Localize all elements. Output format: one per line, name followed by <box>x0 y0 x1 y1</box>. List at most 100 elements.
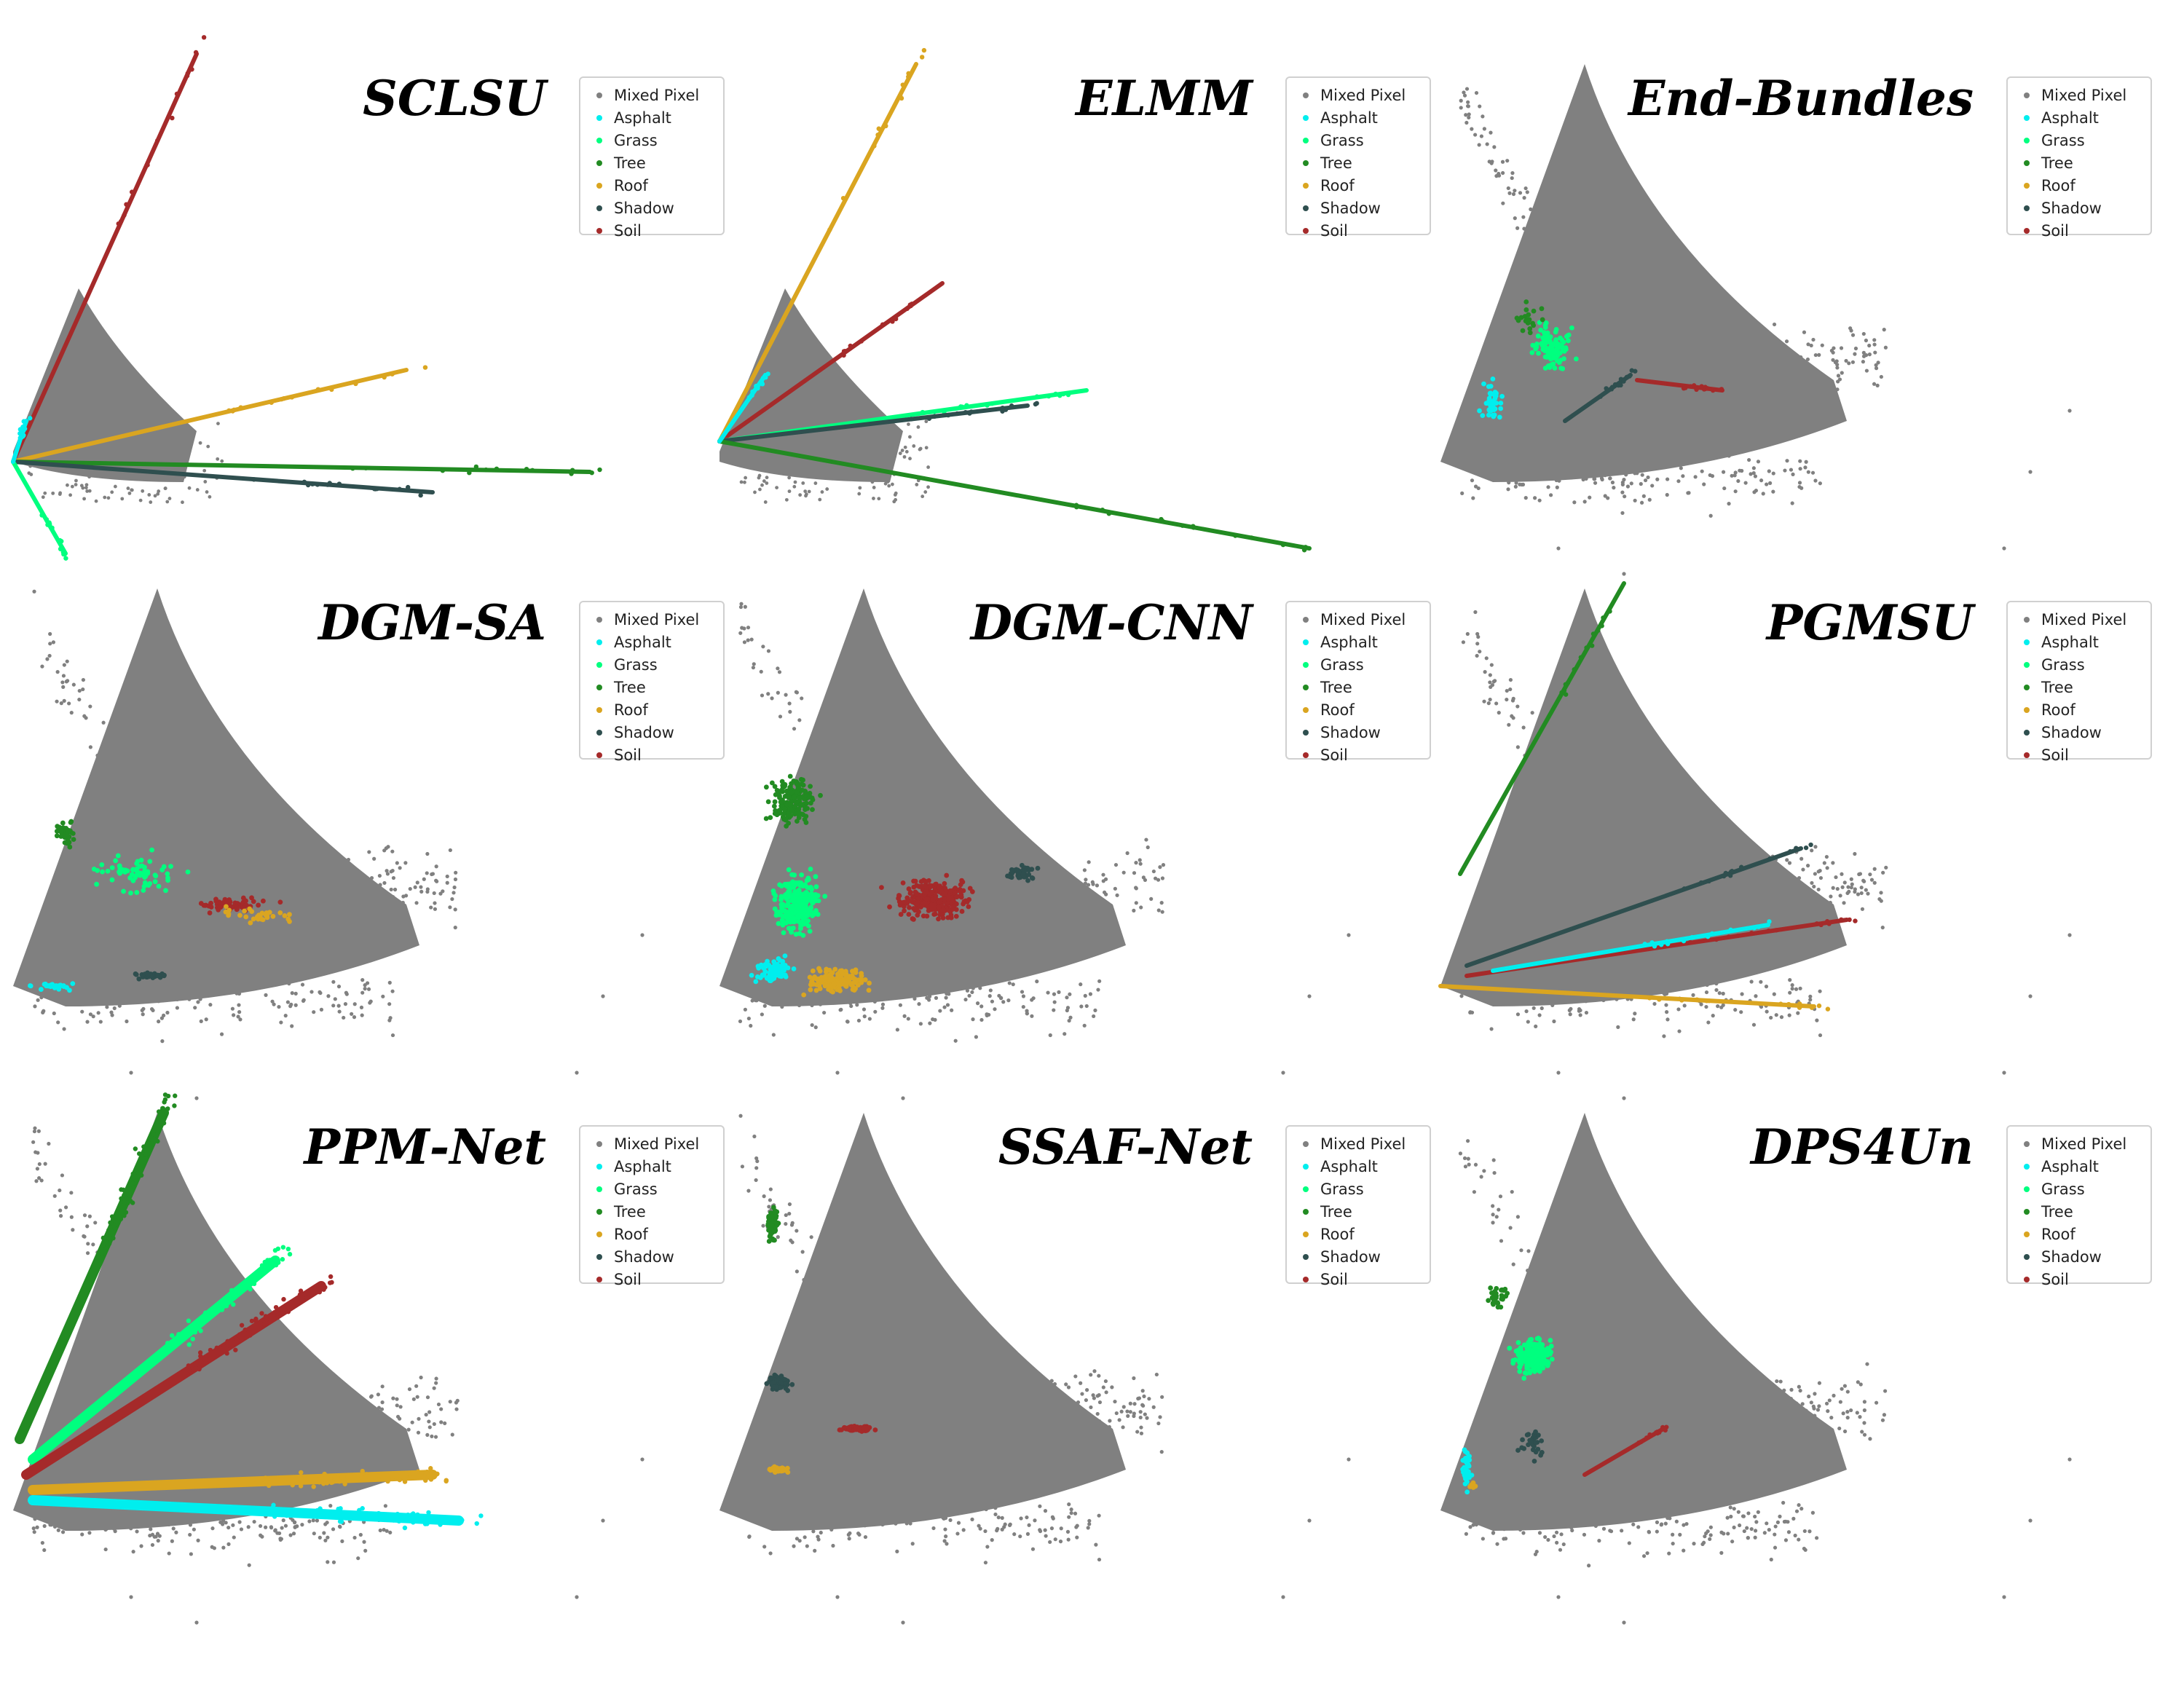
mixed-pixel-point <box>1475 653 1479 658</box>
mixed-pixel-point <box>41 1010 45 1014</box>
mixed-pixel-point <box>148 1533 152 1538</box>
mixed-pixel-point <box>1813 845 1818 849</box>
mixed-pixel-point <box>52 1524 58 1529</box>
asphalt-endmember-point <box>20 428 26 434</box>
mixed-pixel-point <box>145 1325 150 1329</box>
grass-endmember-point <box>1542 366 1548 371</box>
mixed-pixel-point <box>334 1406 339 1410</box>
soil-endmember-point <box>225 1339 230 1344</box>
shadow-endmember-point <box>1025 878 1030 883</box>
soil-endmember-point <box>328 1274 334 1280</box>
mixed-pixel-cloud <box>720 588 1351 1100</box>
mixed-pixel-point <box>928 994 932 998</box>
mixed-pixel-point <box>843 840 847 845</box>
grass-endmember-point <box>1550 341 1556 347</box>
roof-endmember-point <box>428 1466 433 1471</box>
mixed-pixel-point <box>1064 1382 1068 1387</box>
soil-endmember-point <box>298 1288 304 1293</box>
legend-entry-grass: Grass <box>2015 653 2146 676</box>
mixed-pixel-point <box>171 1526 176 1531</box>
mixed-pixel-point <box>435 879 439 883</box>
mixed-pixel-point <box>818 497 822 502</box>
soil-endmember-point <box>208 904 214 910</box>
mixed-pixel-point <box>48 642 52 646</box>
roof-endmember-point <box>311 1484 316 1489</box>
mixed-pixel-point <box>1590 317 1595 321</box>
soil-endmember-point <box>941 907 947 912</box>
tree-endmember-point <box>143 1152 149 1157</box>
mixed-pixel-point <box>858 1352 862 1356</box>
mixed-pixel-point <box>1478 650 1482 654</box>
legend-marker <box>596 182 602 189</box>
mixed-pixel-point <box>305 1416 310 1420</box>
tree-endmember-point <box>782 794 788 799</box>
roof-endmember-point <box>332 1473 337 1479</box>
mixed-pixel-point <box>797 718 802 722</box>
legend-label: Soil <box>614 746 642 764</box>
mixed-pixel-point <box>288 1533 293 1537</box>
mixed-pixel-point <box>1566 279 1570 283</box>
mixed-pixel-point <box>965 988 970 993</box>
mixed-pixel-point <box>832 1000 836 1004</box>
grass-endmember-point <box>1533 346 1539 352</box>
asphalt-endmember-point <box>272 1514 277 1519</box>
mixed-pixel-point <box>352 883 357 888</box>
mixed-pixel-point <box>1561 259 1565 264</box>
mixed-pixel-point <box>790 1240 795 1245</box>
mixed-pixel-point <box>1125 851 1130 856</box>
mixed-pixel-point <box>87 1531 92 1535</box>
mixed-pixel-point <box>1741 382 1746 387</box>
legend-entry-tree: Tree <box>588 1200 719 1223</box>
tree-endmember-point <box>1526 312 1531 318</box>
mixed-pixel-point <box>1095 1411 1100 1416</box>
asphalt-endmember-point <box>474 1521 479 1526</box>
mixed-pixel-point <box>1106 916 1111 921</box>
mixed-pixel-point <box>71 1228 75 1232</box>
mixed-pixel-point <box>1073 1511 1078 1515</box>
legend-entry-roof: Roof <box>588 698 719 721</box>
mixed-pixel-point <box>103 495 107 500</box>
roof-endmember-point <box>850 969 855 974</box>
mixed-pixel-point <box>1089 1373 1093 1377</box>
mixed-pixel-point <box>1853 887 1857 891</box>
mixed-pixel-point <box>1492 990 1497 995</box>
mixed-pixel-point <box>231 1523 235 1527</box>
soil-endmember-point <box>272 1310 277 1315</box>
mixed-pixel-point <box>810 1003 814 1008</box>
mixed-pixel-point <box>380 1400 385 1405</box>
mixed-pixel-point <box>908 1521 912 1526</box>
mixed-pixel-point <box>926 465 931 469</box>
scatter-panel-dgm-sa: DGM-SA Mixed Pixel Asphalt Grass Tree Roof Sha… <box>0 568 725 1100</box>
legend-label: Grass <box>614 655 658 674</box>
soil-endmember-point <box>879 885 884 891</box>
roof-endmember-point <box>248 920 253 926</box>
mixed-pixel-point <box>119 739 124 744</box>
mixed-pixel-point <box>1113 886 1117 891</box>
mixed-pixel-point <box>141 1012 145 1017</box>
mixed-pixel-point <box>836 1518 841 1524</box>
mixed-pixel-point <box>1523 496 1528 500</box>
mixed-pixel-point <box>984 1507 988 1512</box>
shadow-endmember-point <box>945 412 951 418</box>
roof-endmember-point <box>402 1479 408 1484</box>
roof-endmember-point <box>840 195 846 201</box>
mixed-pixel-point <box>342 867 347 872</box>
mixed-pixel-point <box>1126 1414 1130 1418</box>
legend-marker <box>596 1253 602 1260</box>
mixed-pixel-point <box>195 488 200 492</box>
mixed-pixel-point <box>1021 905 1025 910</box>
mixed-pixel-point <box>856 1387 861 1391</box>
grass-endmember-point <box>63 556 68 561</box>
mixed-pixel-point <box>1573 267 1577 271</box>
grass-endmember-point <box>805 912 811 918</box>
legend-label: Grass <box>614 131 658 149</box>
mixed-pixel-point <box>138 1330 143 1334</box>
soil-endmember-point <box>1853 918 1858 923</box>
mixed-pixel-point <box>1608 476 1612 481</box>
legend-entry-grass: Grass <box>588 653 719 676</box>
roof-endmember-point <box>1778 1001 1783 1006</box>
mixed-pixel-point <box>131 809 136 813</box>
mixed-pixel-point <box>1012 1424 1017 1430</box>
mixed-pixel-point <box>1856 892 1861 896</box>
mixed-pixel-point <box>1058 869 1063 873</box>
